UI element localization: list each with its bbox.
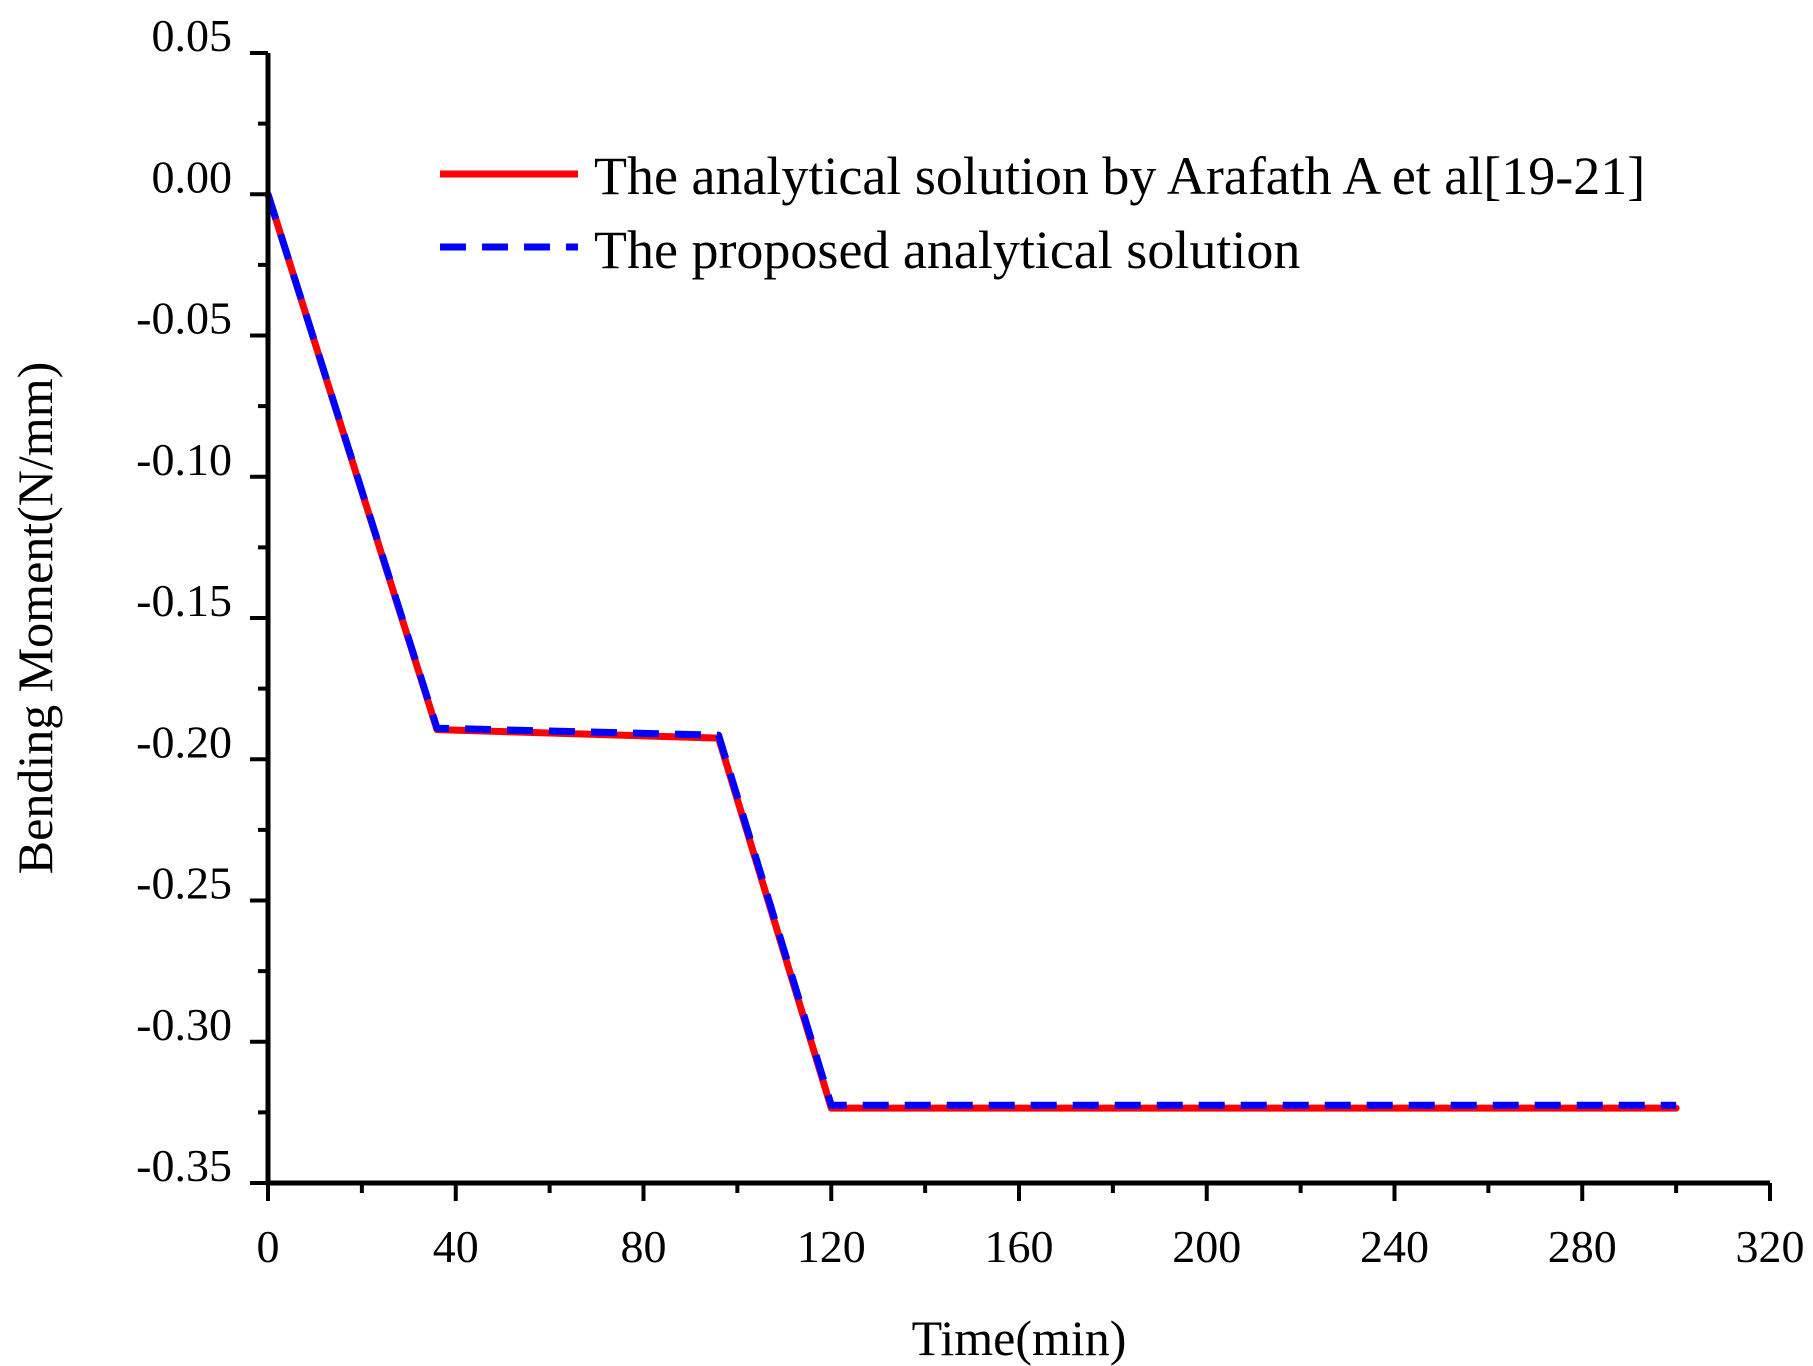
series-layer (264, 190, 1680, 1112)
x-tick-label: 80 (621, 1221, 667, 1272)
x-tick-label: 240 (1360, 1221, 1429, 1272)
tick-layer: 0 40 80 120 160 200 240 280 320 0.05 0.00 -0.05 -0.1… (136, 10, 1804, 1272)
y-tick-label: -0.25 (136, 858, 232, 909)
x-tick-label: 320 (1736, 1221, 1805, 1272)
y-tick-label: -0.35 (136, 1140, 232, 1191)
y-tick-label: -0.30 (136, 999, 232, 1050)
legend-label-series-2: The proposed analytical solution (594, 220, 1300, 280)
y-tick-label: -0.05 (136, 293, 232, 344)
series-line-2 (264, 193, 1677, 1109)
x-tick-label: 200 (1172, 1221, 1241, 1272)
x-axis-title: Time(min) (912, 1310, 1127, 1366)
y-axis-title: Bending Moment(N/mm) (7, 362, 63, 874)
y-tick-label: -0.20 (136, 716, 232, 767)
legend-label-series-1: The analytical solution by Arafath A et … (594, 146, 1645, 206)
legend: The analytical solution by Arafath A et … (440, 146, 1645, 280)
x-tick-label: 40 (433, 1221, 479, 1272)
x-tick-label: 120 (797, 1221, 866, 1272)
x-tick-label: 280 (1548, 1221, 1617, 1272)
x-tick-label: 160 (985, 1221, 1054, 1272)
series-line-1 (264, 190, 1680, 1112)
y-tick-label: 0.05 (152, 10, 233, 61)
y-tick-label: -0.15 (136, 575, 232, 626)
y-tick-label: 0.00 (152, 151, 233, 202)
x-tick-label: 0 (257, 1221, 280, 1272)
y-tick-label: -0.10 (136, 434, 232, 485)
